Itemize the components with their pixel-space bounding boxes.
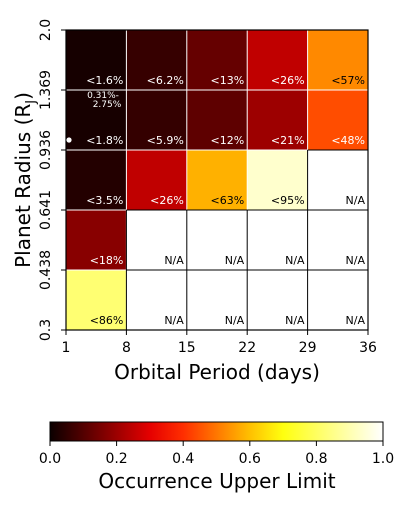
x-tick-label: 22 (238, 340, 256, 356)
heatmap-cell (186, 210, 248, 270)
cell-label: N/A (346, 254, 366, 267)
cell-label: <13% (211, 74, 245, 87)
x-axis-label: Orbital Period (days) (114, 360, 320, 384)
colorbar-ticks: 0.0 0.2 0.4 0.6 0.8 1.0 (39, 441, 394, 467)
y-tick-label: 0.641 (38, 190, 54, 230)
heatmap-cell (307, 30, 368, 90)
heatmap-cell (66, 210, 127, 270)
grid-lines (66, 30, 368, 330)
y-tick-label: 0.438 (38, 250, 54, 290)
colorbar-tick-label: 0.0 (39, 451, 61, 467)
colorbar-tick-label: 0.6 (239, 451, 261, 467)
x-tick-label: 8 (122, 340, 131, 356)
x-axis-ticks: 1 8 15 22 29 36 (62, 330, 377, 356)
cell-label: <48% (331, 134, 365, 147)
colorbar-tick-label: 0.8 (305, 451, 327, 467)
colorbar-tick-label: 0.4 (172, 451, 194, 467)
heatmap-cell (307, 210, 368, 270)
y-tick-label: 2.0 (38, 19, 54, 41)
y-axis-label-subscript: J (24, 100, 39, 105)
heatmap-cell (126, 90, 187, 150)
y-axis-label: Planet Radius (RJ) (11, 92, 39, 268)
cell-label: <21% (271, 134, 305, 147)
heatmap-cell (247, 150, 308, 210)
x-tick-label: 36 (359, 340, 377, 356)
cell-label: <18% (90, 254, 124, 267)
annotation-text-line2: 2.75% (93, 100, 122, 110)
annotation-marker (66, 137, 72, 143)
heatmap-cell (186, 30, 248, 90)
y-axis-label-close: ) (11, 92, 35, 100)
heatmap-cell (66, 30, 127, 90)
cell-label: N/A (285, 254, 305, 267)
cell-label: N/A (225, 314, 245, 327)
y-tick-label: 1.369 (38, 70, 54, 110)
colorbar-tick-label: 1.0 (372, 451, 394, 467)
cell-label: N/A (225, 254, 245, 267)
colorbar-label: Occurrence Upper Limit (98, 469, 335, 493)
cell-label: <12% (211, 134, 245, 147)
heatmap-cell (307, 150, 368, 210)
heatmap-cell (66, 270, 127, 330)
heatmap-cell (126, 270, 187, 330)
x-tick-label: 15 (178, 340, 196, 356)
cell-label: <86% (90, 314, 124, 327)
heatmap-cell (66, 90, 127, 150)
cell-label: <1.8% (86, 134, 123, 147)
cell-label: <1.6% (86, 74, 123, 87)
heatmap-cell (247, 90, 308, 150)
heatmap-cell (186, 90, 248, 150)
annotation: 0.31%- 2.75% (66, 91, 122, 143)
cell-label: <63% (211, 194, 245, 207)
cell-labels: <1.6% <6.2% <13% <26% <57% <1.8% <5.9% <12% <21%… (86, 74, 365, 327)
colorbar-tick-label: 0.2 (105, 451, 127, 467)
y-axis-ticks: 0.3 0.438 0.641 0.936 1.369 2.0 (38, 19, 66, 341)
heatmap-cell (66, 150, 127, 210)
cell-label: <95% (271, 194, 305, 207)
heatmap-cells (66, 30, 368, 330)
y-axis-label-main: Planet Radius (R (11, 104, 35, 268)
annotation-text-line1: 0.31%- (87, 91, 119, 101)
heatmap-cell (307, 90, 368, 150)
heatmap-cell (247, 270, 308, 330)
cell-label: <57% (331, 74, 365, 87)
cell-label: <26% (271, 74, 305, 87)
cell-label: <3.5% (86, 194, 123, 207)
heatmap-cell (247, 210, 308, 270)
cell-label: N/A (285, 314, 305, 327)
heatmap-cell (307, 270, 368, 330)
heatmap-cell (126, 30, 187, 90)
y-tick-label: 0.3 (38, 319, 54, 341)
x-tick-label: 29 (299, 340, 317, 356)
x-tick-label: 1 (62, 340, 71, 356)
cell-label: N/A (164, 314, 184, 327)
cell-label: N/A (346, 314, 366, 327)
colorbar (49, 421, 384, 442)
cell-label: N/A (164, 254, 184, 267)
cell-label: <26% (150, 194, 184, 207)
heatmap-cell (247, 30, 308, 90)
heatmap-cell (186, 150, 248, 210)
heatmap-cell (126, 150, 187, 210)
cell-label: <5.9% (147, 134, 184, 147)
y-tick-label: 0.936 (38, 130, 54, 170)
heatmap-cell (186, 270, 248, 330)
heatmap-cell (126, 210, 187, 270)
cell-label: N/A (346, 194, 366, 207)
plot-frame (65, 29, 369, 331)
cell-label: <6.2% (147, 74, 184, 87)
